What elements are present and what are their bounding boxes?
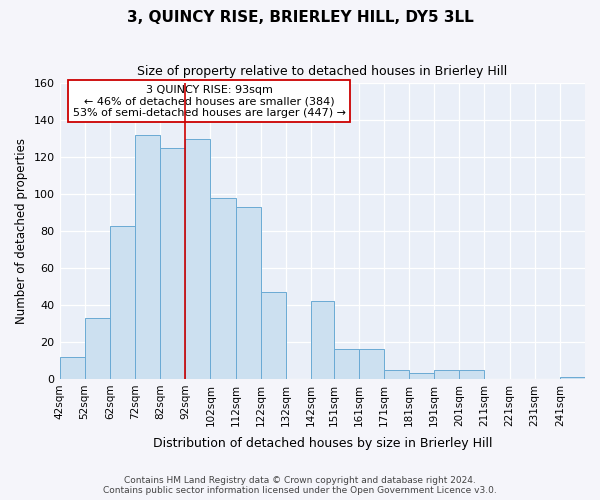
- Title: Size of property relative to detached houses in Brierley Hill: Size of property relative to detached ho…: [137, 65, 508, 78]
- Bar: [59, 356, 85, 379]
- Bar: [160, 148, 185, 379]
- Bar: [384, 370, 409, 379]
- Bar: [185, 139, 211, 379]
- Bar: [311, 302, 334, 379]
- Bar: [334, 350, 359, 379]
- Bar: [135, 135, 160, 379]
- Bar: [434, 370, 459, 379]
- Bar: [260, 292, 286, 379]
- Bar: [211, 198, 236, 379]
- Bar: [359, 350, 384, 379]
- Y-axis label: Number of detached properties: Number of detached properties: [15, 138, 28, 324]
- Bar: [110, 226, 135, 379]
- Bar: [236, 207, 260, 379]
- Bar: [409, 374, 434, 379]
- Text: Contains HM Land Registry data © Crown copyright and database right 2024.
Contai: Contains HM Land Registry data © Crown c…: [103, 476, 497, 495]
- X-axis label: Distribution of detached houses by size in Brierley Hill: Distribution of detached houses by size …: [152, 437, 492, 450]
- Bar: [560, 377, 585, 379]
- Text: 3 QUINCY RISE: 93sqm
← 46% of detached houses are smaller (384)
53% of semi-deta: 3 QUINCY RISE: 93sqm ← 46% of detached h…: [73, 85, 346, 118]
- Bar: [459, 370, 484, 379]
- Bar: [85, 318, 110, 379]
- Text: 3, QUINCY RISE, BRIERLEY HILL, DY5 3LL: 3, QUINCY RISE, BRIERLEY HILL, DY5 3LL: [127, 10, 473, 25]
